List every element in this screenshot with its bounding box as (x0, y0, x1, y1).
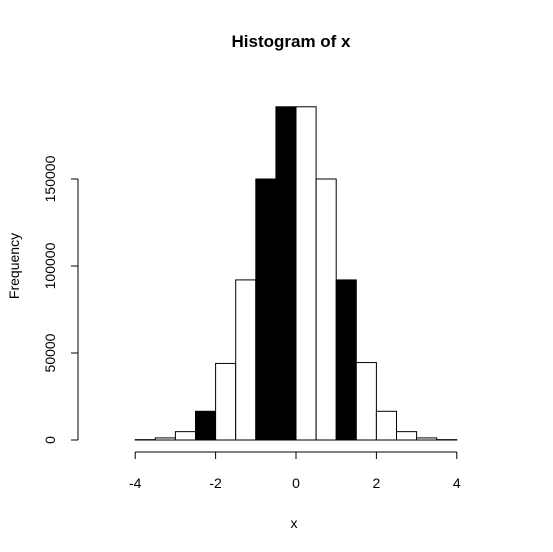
histogram-bar-8 (235, 279, 257, 441)
x-tick-label-1: -4 (129, 475, 142, 491)
histogram-bars (134, 106, 458, 441)
histogram-bar-13 (335, 279, 357, 441)
x-axis-label: x (291, 515, 298, 531)
histogram-bar-14 (355, 362, 377, 441)
y-axis-label: Frequency (6, 233, 22, 299)
x-tick-label-3: 0 (292, 475, 300, 491)
histogram-bar-7 (215, 362, 237, 441)
histogram-bar-16 (396, 431, 418, 441)
x-tick-label-2: -2 (209, 475, 222, 491)
y-tick-label-1: 0 (42, 436, 58, 444)
histogram-bar-5 (174, 431, 196, 441)
histogram-bar-10 (275, 106, 297, 441)
histogram-bar-9 (255, 178, 277, 441)
x-axis: -4 -2 0 2 4 (129, 451, 461, 491)
y-tick-label-3: 100000 (42, 242, 58, 289)
y-tick-label-2: 50000 (42, 333, 58, 372)
y-axis: 0 50000 100000 150000 (42, 155, 79, 444)
x-tick-label-5: 4 (453, 475, 461, 491)
x-tick-label-4: 2 (373, 475, 381, 491)
histogram-bar-12 (315, 178, 337, 441)
chart-title: Histogram of x (231, 32, 351, 51)
histogram-bar-17 (416, 437, 438, 441)
histogram-bar-4 (154, 437, 176, 441)
histogram-bar-11 (295, 106, 317, 441)
y-tick-label-4: 150000 (42, 155, 58, 202)
histogram-bar-15 (375, 410, 397, 441)
histogram-bar-6 (195, 410, 217, 441)
